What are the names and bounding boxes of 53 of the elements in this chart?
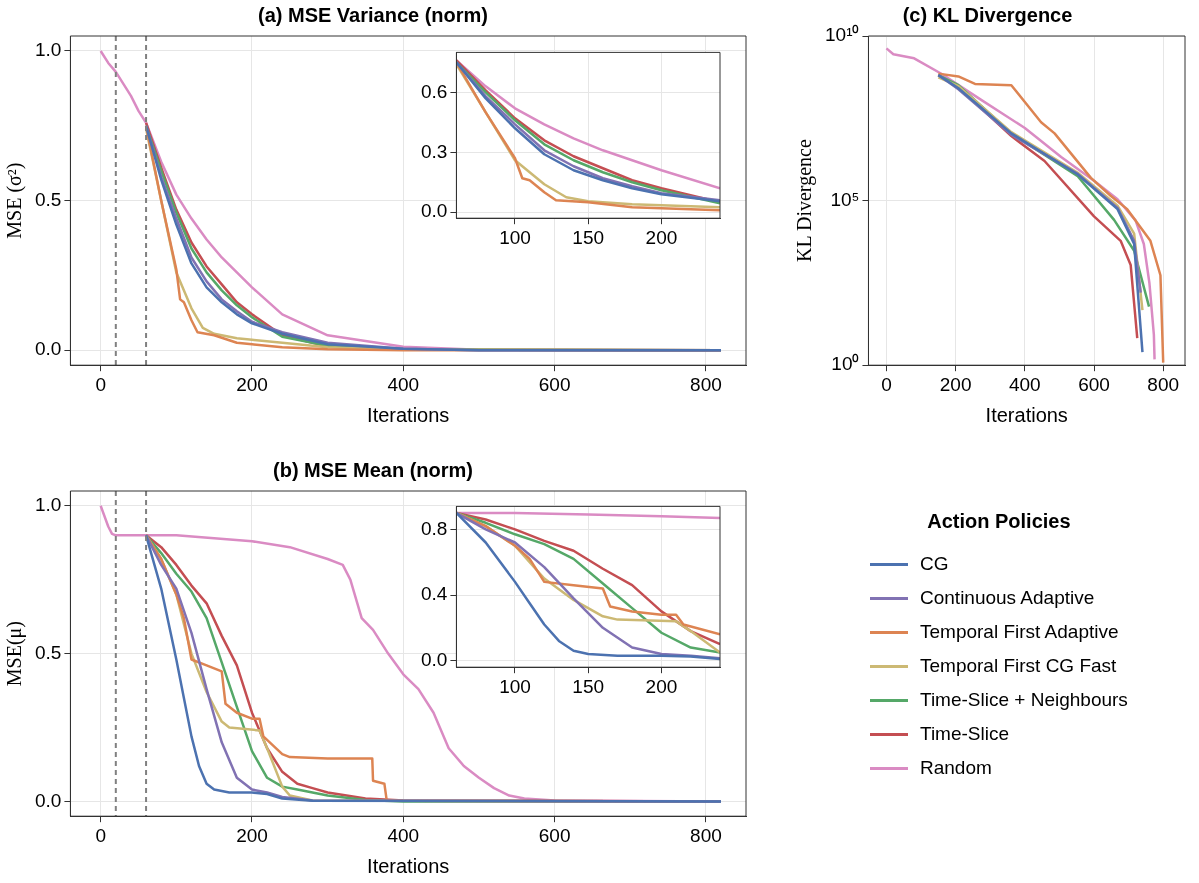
y-tick-label: 0.0 (34, 789, 62, 811)
x-tick-label: 150 (572, 675, 605, 697)
x-tick-label: 200 (236, 373, 268, 395)
y-tick-label: 0.5 (34, 641, 62, 663)
x-axis-title: Iterations (367, 403, 450, 426)
x-tick-label: 200 (645, 226, 678, 248)
x-axis-title: Iterations (367, 854, 450, 877)
x-tick-label: 800 (690, 373, 722, 395)
x-tick-label: 150 (572, 226, 605, 248)
x-tick-label: 200 (939, 373, 972, 395)
y-tick-label: 0.0 (420, 200, 448, 222)
y-tick-label: 1.0 (34, 494, 62, 516)
chart-title: (b) MSE Mean (norm) (273, 458, 473, 481)
y-tick-label: 10¹⁰ (824, 24, 860, 46)
x-tick-label: 400 (387, 373, 420, 395)
y-axis-title: MSE(μ) (3, 621, 27, 687)
x-tick-label: 600 (538, 373, 571, 395)
legend-label: Time-Slice (920, 723, 1010, 745)
x-tick-label: 0 (95, 824, 106, 846)
y-tick-label: 1.0 (34, 39, 62, 61)
y-tick-label: 0.5 (34, 188, 62, 210)
y-axis-title: MSE (σ²) (3, 162, 27, 239)
chart-title: (a) MSE Variance (norm) (257, 3, 489, 26)
y-tick-label: 0.0 (34, 338, 62, 360)
legend-label: Time-Slice + Neighbours (920, 689, 1128, 711)
y-tick-label: 0.4 (420, 583, 448, 605)
x-tick-label: 0 (95, 373, 106, 395)
y-tick-label: 10⁵ (830, 188, 860, 210)
y-tick-label: 0.8 (420, 517, 448, 539)
legend-label: Temporal First Adaptive (920, 621, 1119, 643)
x-tick-label: 400 (387, 824, 420, 846)
x-tick-label: 100 (499, 226, 531, 248)
x-tick-label: 0 (881, 373, 892, 395)
legend-label: Random (920, 757, 992, 779)
x-tick-label: 200 (236, 824, 268, 846)
y-tick-label: 10⁰ (831, 353, 860, 375)
y-axis-title: KL Divergence (793, 139, 817, 262)
chart-title: (c) KL Divergence (902, 3, 1073, 26)
legend-label: Continuous Adaptive (920, 587, 1095, 609)
y-tick-label: 0.3 (420, 140, 448, 162)
x-axis-title: Iterations (985, 403, 1068, 426)
x-tick-label: 100 (499, 675, 531, 697)
legend-label: Temporal First CG Fast (920, 655, 1117, 677)
x-tick-label: 800 (690, 824, 722, 846)
x-tick-label: 600 (1078, 373, 1110, 395)
x-tick-label: 800 (1147, 373, 1180, 395)
x-tick-label: 600 (538, 824, 571, 846)
y-tick-label: 0.0 (420, 648, 448, 670)
x-tick-label: 200 (645, 675, 678, 697)
x-tick-label: 400 (1008, 373, 1041, 395)
legend-title: Action Policies (926, 510, 1072, 533)
legend-label: CG (920, 553, 949, 575)
y-tick-label: 0.6 (420, 80, 448, 102)
